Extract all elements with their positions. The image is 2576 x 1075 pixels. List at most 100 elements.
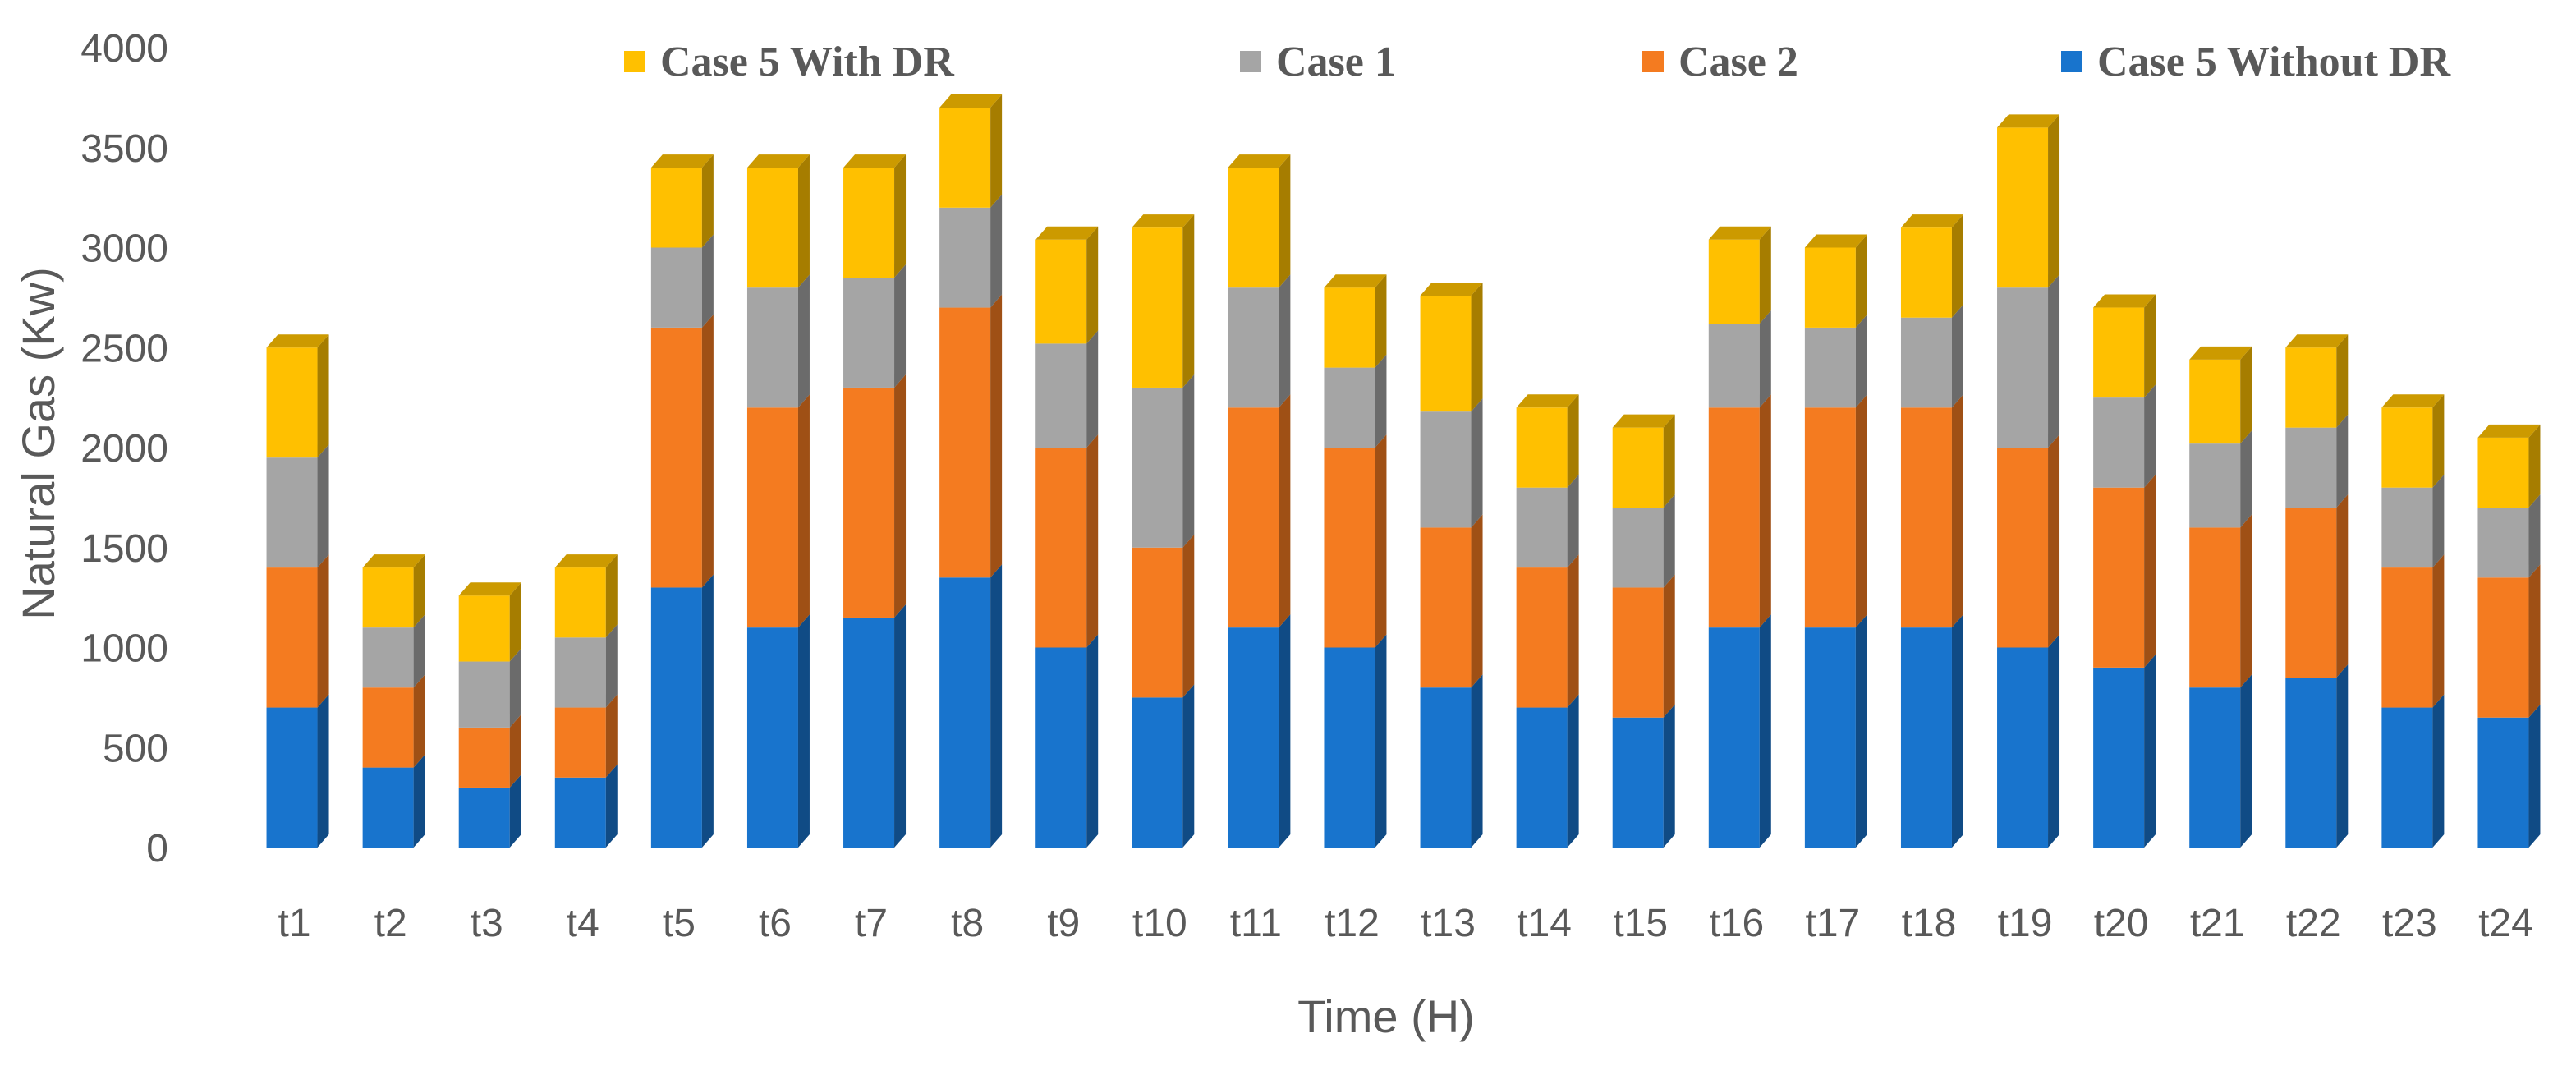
bar-stack-t6 xyxy=(746,154,810,848)
bar-segment xyxy=(1324,647,1375,848)
bar-segment-side xyxy=(2048,114,2060,288)
bar-segment-side xyxy=(1855,314,1867,408)
x-tick-label: t20 xyxy=(2094,902,2149,945)
bar-segment-side xyxy=(990,94,1003,208)
bar-segment xyxy=(2285,678,2337,848)
bar-segment-side xyxy=(1182,214,1195,388)
bar-segment-side xyxy=(1086,634,1099,848)
y-axis-ticks: 0 500 1000 1500 2000 2500 3000 3500 4000 xyxy=(80,27,168,871)
bar-segment-side xyxy=(2144,654,2156,848)
bar-stack-t21 xyxy=(2189,346,2252,848)
bar-top-face xyxy=(1516,394,1579,408)
y-axis-title: Natural Gas (Kw) xyxy=(12,267,64,619)
bar-segment xyxy=(1900,627,1952,848)
bar-segment xyxy=(2285,508,2337,678)
bar-segment xyxy=(458,787,510,848)
bar-segment-side xyxy=(1182,684,1195,848)
bar-segment xyxy=(1516,567,1568,708)
bar-segment xyxy=(266,457,318,568)
bar-segment xyxy=(554,637,606,708)
bar-segment xyxy=(1900,227,1952,318)
bar-segment-side xyxy=(317,554,329,708)
bar-stack-t17 xyxy=(1804,234,1867,848)
bar-segment xyxy=(1228,168,1279,288)
x-tick-label: t23 xyxy=(2382,902,2437,945)
bar-segment-side xyxy=(413,554,425,628)
bar-segment xyxy=(1228,287,1279,408)
bar-segment xyxy=(939,577,991,848)
bar-segment xyxy=(1612,508,1664,588)
bar-top-face xyxy=(1997,114,2060,128)
bar-segment-side xyxy=(1567,554,1579,708)
bar-segment-side xyxy=(1759,310,1771,408)
bar-stack-t18 xyxy=(1900,214,1963,848)
y-tick-label: 1000 xyxy=(80,627,168,671)
y-tick-label: 2500 xyxy=(80,327,168,370)
bar-stack-t5 xyxy=(650,154,714,848)
bar-segment-side xyxy=(1182,374,1195,548)
bar-segment-side xyxy=(2240,346,2252,444)
y-tick-label: 500 xyxy=(103,727,168,770)
bar-segment xyxy=(1420,527,1472,688)
bar-top-face xyxy=(1420,282,1483,296)
x-tick-label: t19 xyxy=(1998,902,2053,945)
bar-stack-t24 xyxy=(2477,424,2541,848)
bar-segment-side xyxy=(2240,430,2252,528)
bar-segment xyxy=(650,327,702,588)
bar-segment xyxy=(2381,487,2433,568)
bar-segment xyxy=(1804,627,1856,848)
x-tick-label: t5 xyxy=(663,902,696,945)
bar-segment-side xyxy=(1567,394,1579,488)
legend-swatch xyxy=(2061,51,2082,72)
bar-stack-t8 xyxy=(939,94,1003,848)
bar-segment xyxy=(2285,427,2337,508)
bar-top-face xyxy=(2093,294,2156,308)
bar-top-face xyxy=(843,154,907,168)
y-tick-label: 1500 xyxy=(80,527,168,571)
bar-segment xyxy=(1324,367,1375,448)
bar-segment-side xyxy=(1471,282,1483,412)
bar-segment-side xyxy=(2048,634,2060,848)
bar-segment xyxy=(1132,697,1183,848)
bar-segment xyxy=(554,567,606,638)
bar-segment-side xyxy=(1951,614,1963,848)
bar-segment-side xyxy=(2432,554,2445,708)
bar-stack-t3 xyxy=(458,582,521,848)
bar-segment xyxy=(1035,647,1087,848)
bar-segment-side xyxy=(990,294,1003,578)
bar-top-face xyxy=(2285,334,2349,348)
bar-segment xyxy=(362,767,414,848)
bar-segment xyxy=(2189,443,2241,528)
bar-segment xyxy=(650,247,702,328)
bar-segment-side xyxy=(797,154,810,288)
bar-segment-side xyxy=(1086,434,1099,648)
bar-segment-side xyxy=(2048,434,2060,648)
bar-segment xyxy=(458,661,510,728)
bar-segment-side xyxy=(701,574,714,848)
bar-segment-side xyxy=(509,648,521,728)
bar-segment-side xyxy=(1663,704,1675,848)
bar-segment-side xyxy=(1279,394,1291,628)
bar-segment xyxy=(1997,647,2049,848)
bar-segment xyxy=(2189,687,2241,848)
bar-segment-side xyxy=(1471,674,1483,848)
bar-segment-side xyxy=(2240,514,2252,688)
bar-segment-side xyxy=(413,754,425,848)
bar-segment xyxy=(1612,717,1664,848)
bars-group xyxy=(266,94,2541,848)
bar-segment xyxy=(2189,359,2241,444)
bar-top-face xyxy=(554,554,618,568)
x-tick-label: t16 xyxy=(1709,902,1764,945)
bar-segment xyxy=(2477,577,2529,718)
bar-segment-side xyxy=(701,234,714,328)
bar-stack-t9 xyxy=(1035,226,1099,848)
bar-segment-side xyxy=(2528,424,2541,508)
bar-segment-side xyxy=(894,604,907,848)
x-axis-title: Time (H) xyxy=(1297,990,1475,1042)
bar-segment-side xyxy=(1375,354,1387,448)
bar-segment-side xyxy=(2528,704,2541,848)
bar-stack-t2 xyxy=(362,554,425,848)
bar-segment xyxy=(650,587,702,848)
bar-segment-side xyxy=(1663,574,1675,718)
bar-top-face xyxy=(746,154,810,168)
